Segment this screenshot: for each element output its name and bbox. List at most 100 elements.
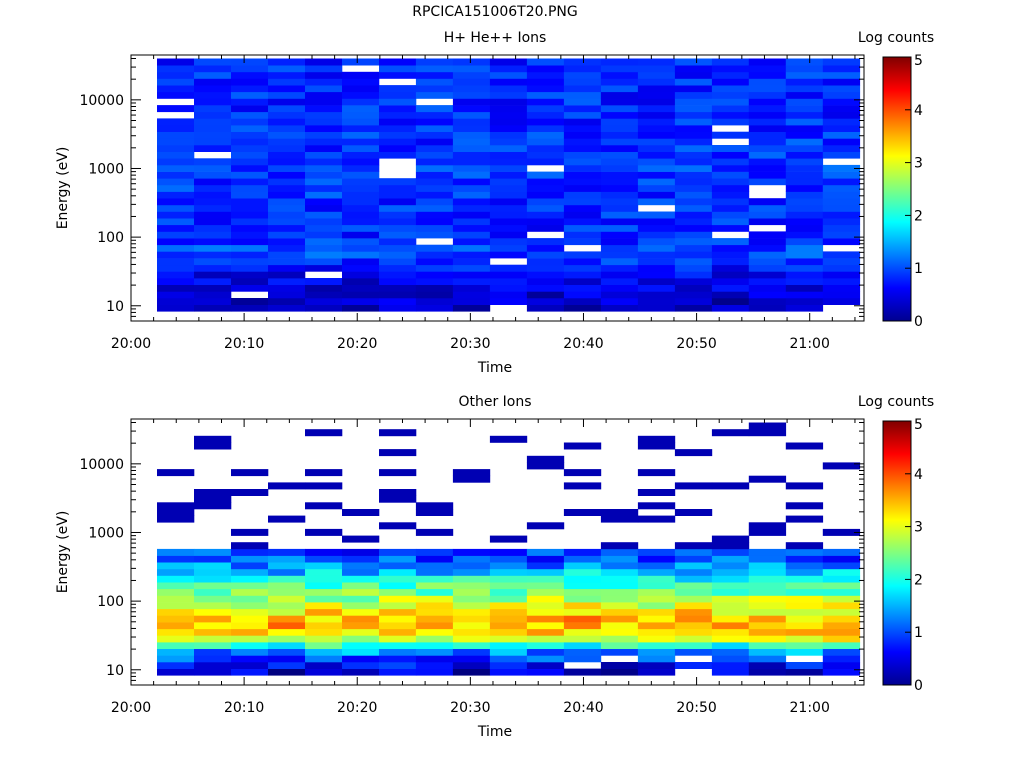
heatmap-cell [194,628,232,636]
heatmap-cell [415,118,454,126]
heatmap-cell [268,271,306,279]
x-tick-label: 20:50 [676,700,716,716]
heatmap-cell [674,562,713,570]
heatmap-cell [600,264,639,272]
heatmap-cell [822,642,861,649]
heatmap-cell [194,284,232,292]
heatmap-cell [785,648,824,656]
heatmap-cell [342,271,380,279]
heatmap-cell [452,258,491,266]
colorbar-tick-label: 5 [914,417,923,433]
heatmap-cell [379,582,417,590]
heatmap-cell [822,204,861,212]
x-axis-label: Time [477,360,512,376]
heatmap-cell [637,238,676,246]
heatmap-cell [785,171,824,179]
heatmap-cell [268,164,306,172]
heatmap-cell [785,562,824,570]
heatmap-cell [415,171,454,179]
heatmap-cell [748,238,787,246]
heatmap-cell [415,231,454,239]
heatmap-cell [785,542,824,550]
heatmap-cell [822,58,861,66]
heatmap-cell [563,608,602,616]
heatmap-cell [342,138,380,146]
heatmap-cell [342,204,380,212]
heatmap-cell [452,602,491,610]
heatmap-cell [637,91,676,99]
heatmap-cell [526,608,565,616]
heatmap-cell [785,164,824,172]
heatmap-cell [822,278,861,285]
heatmap-cell [415,615,454,623]
heatmap-cell [157,244,195,252]
heatmap-cell [194,58,232,66]
heatmap-cell [526,58,565,66]
heatmap-cell [711,668,750,676]
heatmap-cell [489,575,528,583]
heatmap-cell [415,668,454,676]
heatmap-cell [674,635,713,643]
heatmap-cell [157,562,195,570]
heatmap-cell [600,668,639,676]
heatmap-cell [231,164,269,172]
heatmap-cell [379,562,417,570]
heatmap-cell [600,622,639,630]
heatmap-cell [563,118,602,126]
heatmap-cell [489,158,528,166]
heatmap-cell [822,231,861,239]
heatmap-cell [674,204,713,212]
heatmap-cell [674,251,713,259]
heatmap-cell [526,284,565,292]
y-tick-label: 100 [97,594,124,610]
heatmap-cell [489,171,528,179]
heatmap-cell [822,98,861,106]
heatmap-cell [194,622,232,630]
heatmap-cell [305,588,343,596]
heatmap-cell [563,615,602,623]
heatmap-cell [822,548,861,556]
heatmap-cell [600,642,639,649]
heatmap-cell [711,191,750,199]
heatmap-cell [748,622,787,630]
heatmap-cell [526,291,565,299]
heatmap-cell [157,198,195,206]
heatmap-cell [563,442,602,450]
heatmap-cell [785,615,824,623]
heatmap-cell [600,648,639,656]
heatmap-cell [305,615,343,623]
heatmap-cell [711,158,750,166]
heatmap-cell [157,145,195,152]
heatmap-cell [711,71,750,79]
heatmap-cell [822,198,861,206]
heatmap-cell [231,528,269,536]
heatmap-cell [563,251,602,259]
heatmap-cells [157,422,861,676]
heatmap-cell [157,662,195,669]
heatmap-cell [526,71,565,79]
heatmap-cell [415,184,454,192]
heatmap-cell [785,91,824,99]
heatmap-cell [452,198,491,206]
heatmap-cell [526,602,565,610]
heatmap-cell [268,251,306,259]
heatmap-cell [563,71,602,79]
heatmap-cell [563,575,602,583]
heatmap-cell [268,628,306,636]
heatmap-cell [785,204,824,212]
heatmap-cell [452,138,491,146]
heatmap-cell [231,211,269,219]
heatmap-cell [379,151,417,159]
heatmap-cell [305,575,343,583]
x-tick-label: 20:40 [563,336,603,352]
heatmap-cell [785,582,824,590]
heatmap-cell [600,191,639,199]
heatmap-cell [342,635,380,643]
heatmap-cell [748,635,787,643]
x-axis-label: Time [477,724,512,740]
heatmap-cell [415,502,454,510]
heatmap-cell [268,582,306,590]
heatmap-cell [822,668,861,676]
heatmap-cell [157,158,195,166]
heatmap-cell [231,642,269,649]
